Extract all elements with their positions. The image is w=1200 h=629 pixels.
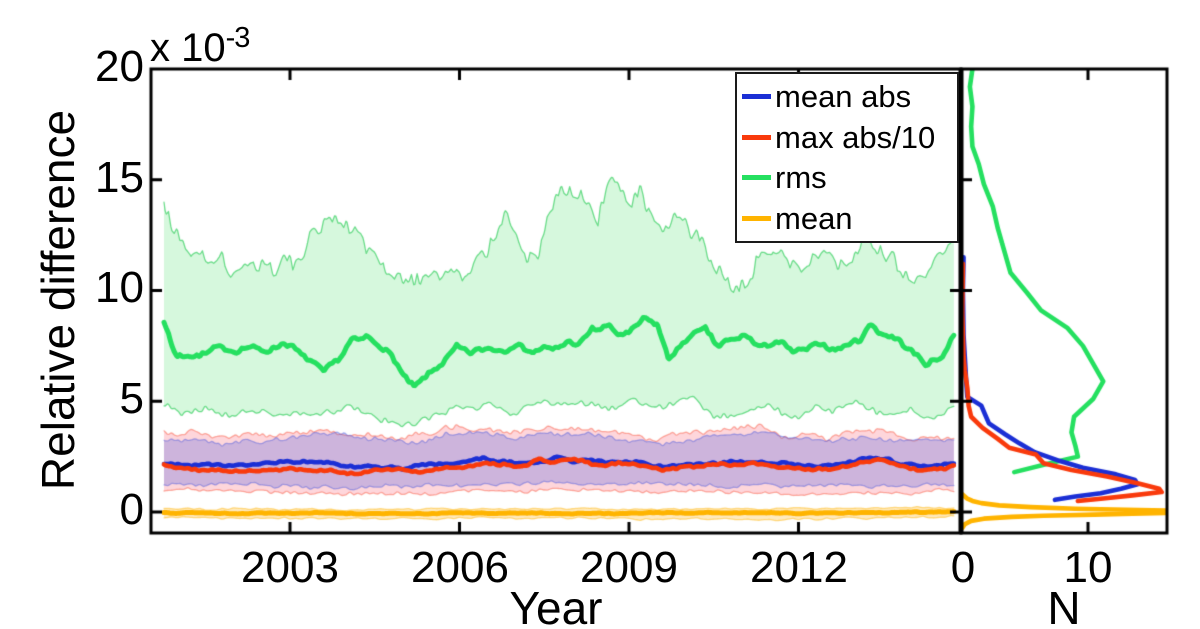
legend-swatch-mean-abs xyxy=(742,93,771,99)
y-tick-label-15: 15 xyxy=(95,153,144,202)
y-tick-label-0: 0 xyxy=(119,485,144,534)
legend-item-mean-abs: mean abs xyxy=(742,76,957,116)
legend-label-rms: rms xyxy=(775,160,827,196)
n-tick-label-10: 10 xyxy=(1063,543,1113,592)
x-axis-label: Year xyxy=(509,582,603,629)
legend-swatch-mean xyxy=(742,216,771,222)
legend-label-max-abs: max abs/10 xyxy=(775,119,936,155)
y-tick-label-10: 10 xyxy=(95,263,144,312)
legend-item-rms: rms xyxy=(742,158,957,198)
histogram-x-axis-label: N xyxy=(1047,582,1081,629)
y-tick-label-20: 20 xyxy=(95,42,144,91)
x-tick-label-2003: 2003 xyxy=(241,543,339,592)
legend-item-max-abs: max abs/10 xyxy=(742,117,957,157)
y-tick-label-5: 5 xyxy=(119,374,144,423)
n-tick-label-0: 0 xyxy=(950,543,976,592)
legend-swatch-rms xyxy=(742,175,771,181)
legend-item-mean: mean xyxy=(742,199,957,239)
y-axis-exponent: x 10-3 xyxy=(150,22,251,71)
x-tick-label-2009: 2009 xyxy=(580,543,678,592)
y-exponent-power: -3 xyxy=(225,22,251,54)
y-axis-label: Relative difference xyxy=(32,109,84,491)
y-exponent-base: x 10 xyxy=(150,26,226,70)
legend-label-mean: mean xyxy=(775,201,853,237)
legend-swatch-max-abs xyxy=(742,134,771,140)
legend: mean abs max abs/10 rms mean xyxy=(735,72,959,243)
x-tick-label-2012: 2012 xyxy=(750,543,848,592)
x-tick-label-2006: 2006 xyxy=(411,543,509,592)
legend-label-mean-abs: mean abs xyxy=(775,78,912,114)
